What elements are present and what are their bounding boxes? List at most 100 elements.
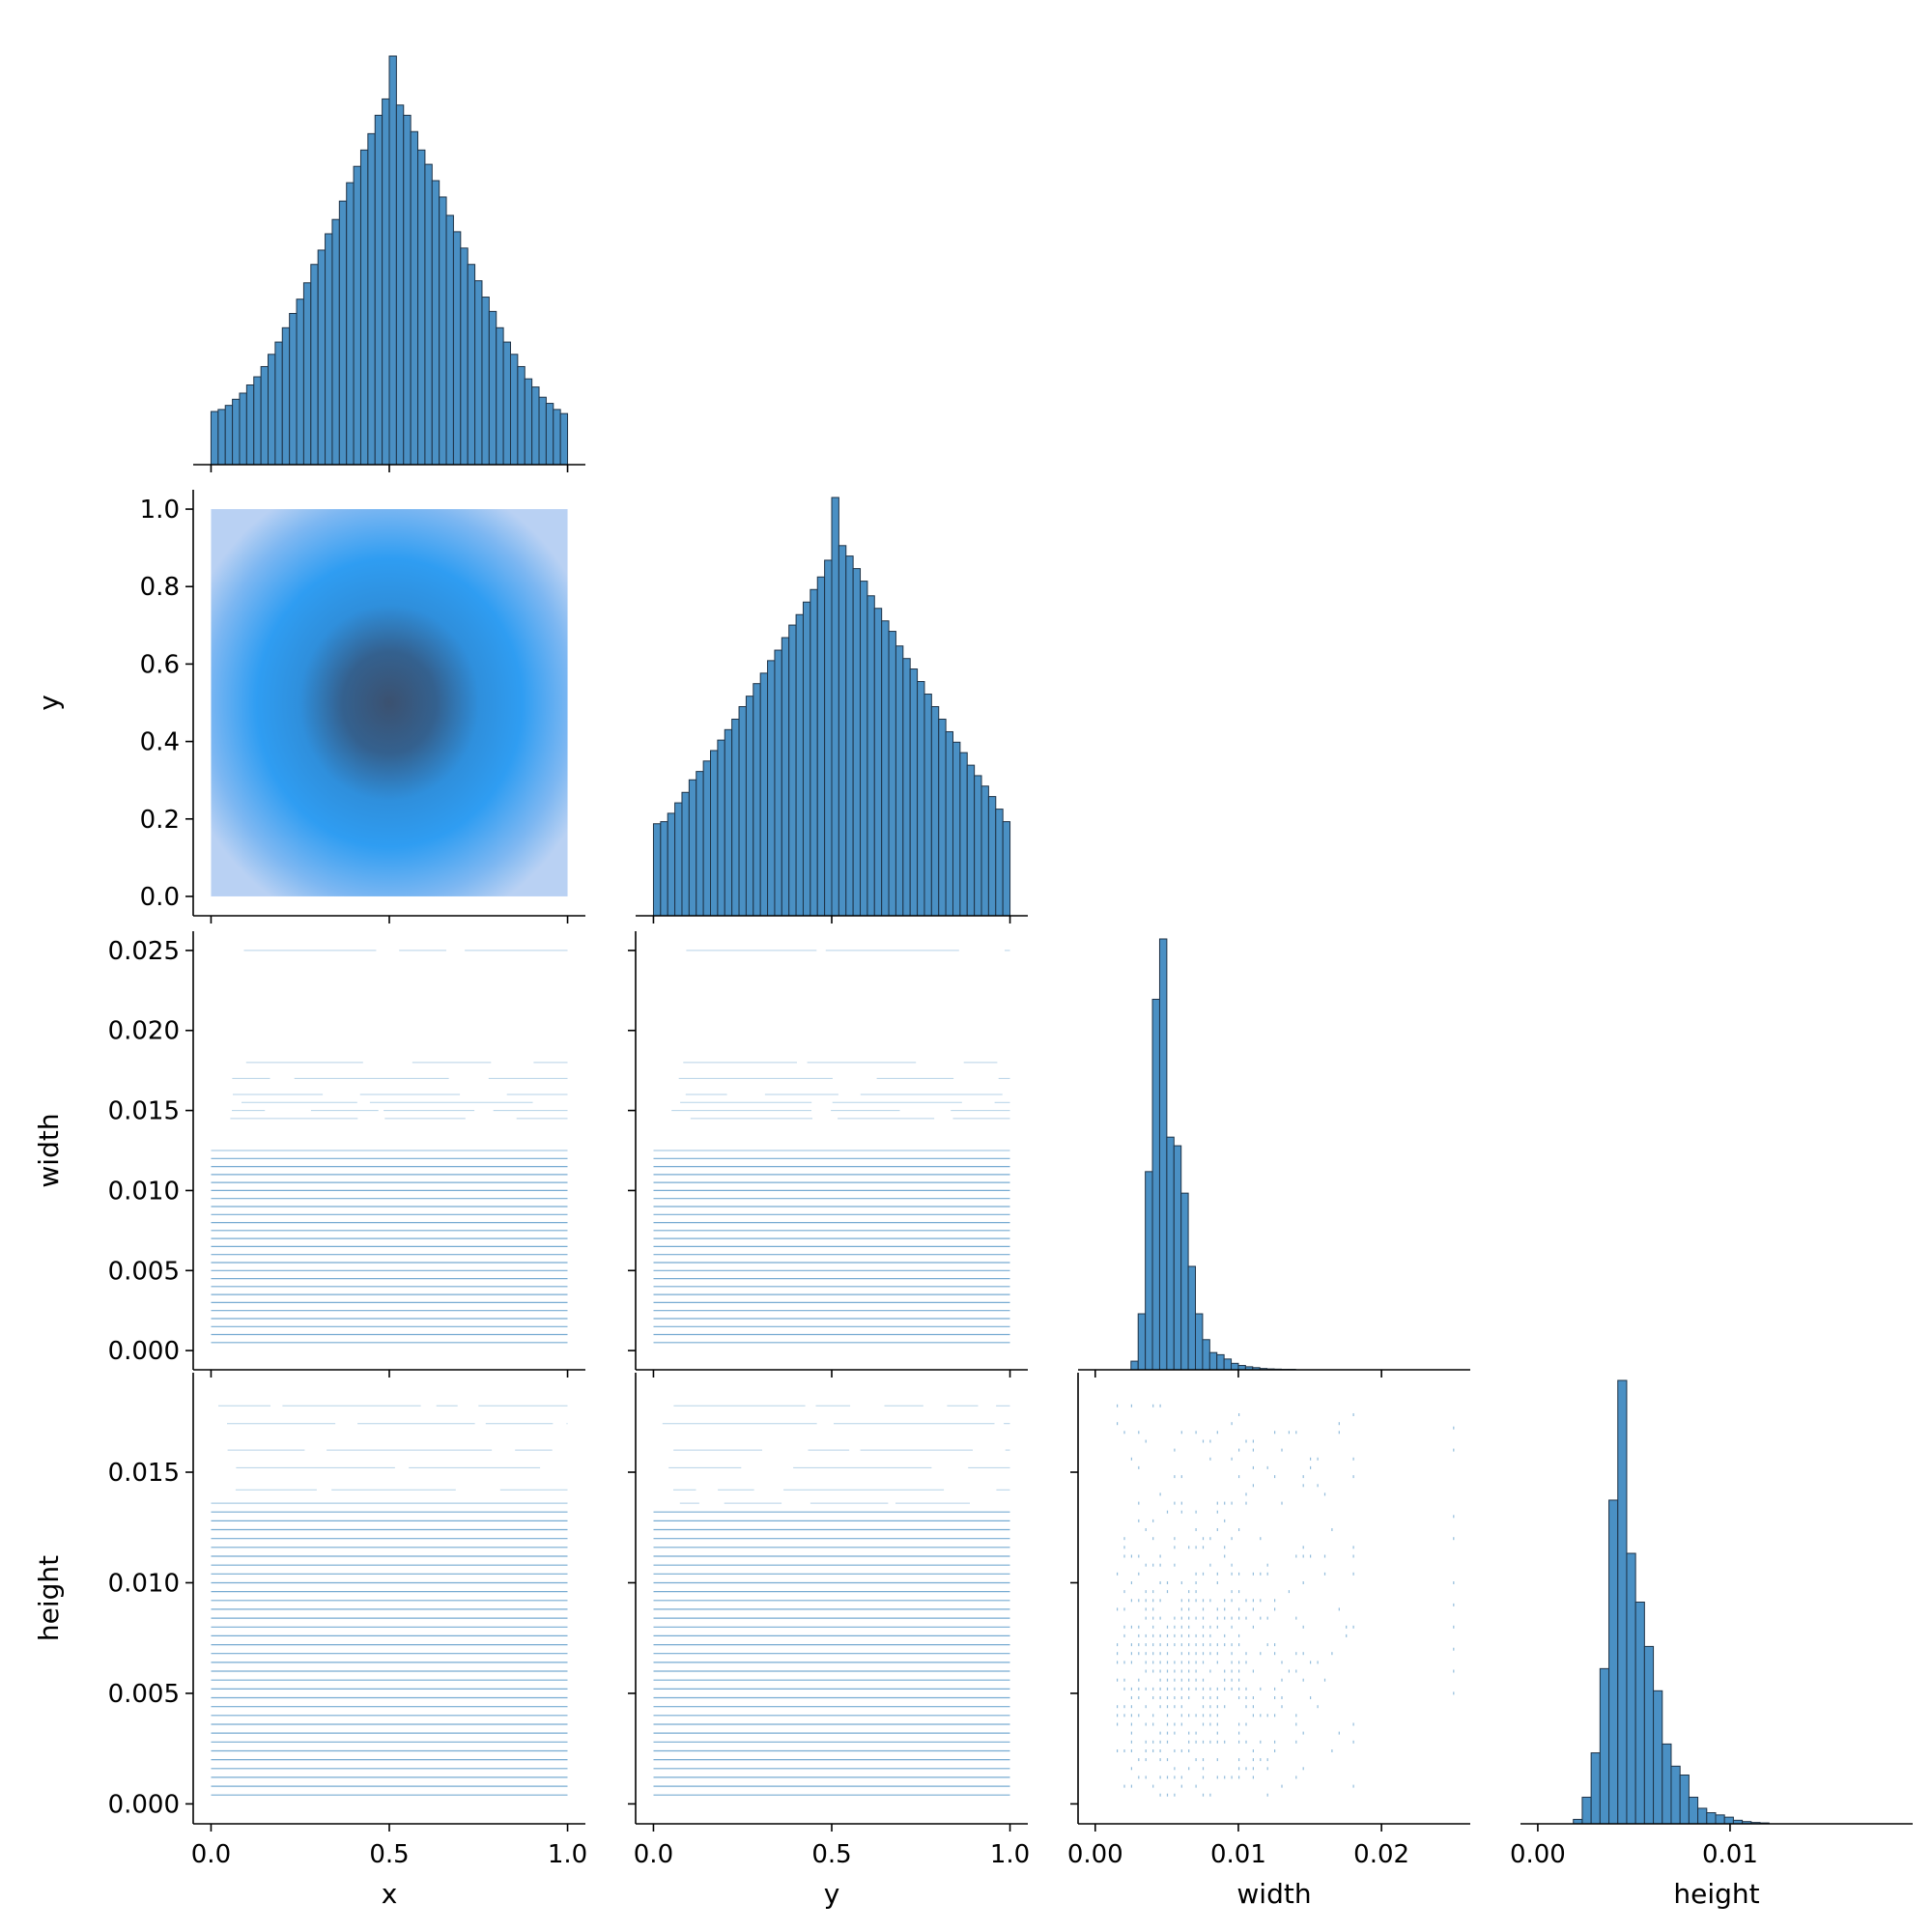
hist-bar-width-7 <box>1145 1171 1153 1371</box>
hist-bar-x-32 <box>439 196 447 466</box>
scatter-point <box>1195 1634 1197 1637</box>
scatter-point <box>1202 1687 1205 1690</box>
scatter-point <box>1252 1572 1254 1576</box>
scatter-point <box>1238 1687 1240 1690</box>
scatter-point <box>1159 1740 1161 1744</box>
scatter-point <box>1352 1475 1354 1479</box>
scatter-point <box>1188 1546 1190 1549</box>
scatter-point <box>1188 1678 1190 1682</box>
y-tick-label-y: 0.4 <box>140 728 180 757</box>
y-tick-label-height: 0.015 <box>108 1459 180 1488</box>
hist-bar-width-6 <box>1137 1313 1147 1371</box>
scatter-point <box>1202 1661 1205 1664</box>
density-field <box>211 509 568 896</box>
hist-bar-x-47 <box>545 403 554 466</box>
scatter-point <box>1266 1643 1268 1647</box>
scatter-point <box>1166 1510 1169 1514</box>
scatter-point <box>1117 1607 1119 1611</box>
scatter-point <box>1159 1599 1161 1603</box>
hist-y <box>652 497 1011 917</box>
scatter-point <box>1231 1563 1233 1567</box>
scatter-point <box>1252 1448 1254 1452</box>
scatter-point <box>1295 1616 1297 1620</box>
hist-bar-x-30 <box>424 163 433 466</box>
scatter-point <box>1117 1652 1119 1656</box>
scatter-point <box>1180 1652 1182 1656</box>
hist-bar-height-12 <box>1643 1645 1655 1825</box>
scatter-point <box>1331 1749 1333 1752</box>
scatter-point <box>1453 1537 1455 1541</box>
scatter-point <box>1274 1749 1276 1752</box>
scatter-point <box>1310 1465 1312 1469</box>
scatter-point <box>1117 1705 1119 1709</box>
scatter-point <box>1159 1793 1161 1797</box>
scatter-point <box>1152 1599 1154 1603</box>
scatter-height-vs-width <box>1117 1404 1455 1797</box>
hist-bar-height-11 <box>1634 1602 1645 1825</box>
scatter-point <box>1317 1457 1319 1461</box>
scatter-point <box>1152 1687 1154 1690</box>
scatter-point <box>1166 1661 1169 1664</box>
scatter-point <box>1346 1634 1348 1637</box>
scatter-point <box>1130 1784 1132 1788</box>
scatter-point <box>1202 1546 1205 1549</box>
scatter-point <box>1216 1776 1218 1779</box>
scatter-point <box>1180 1714 1182 1718</box>
scatter-point <box>1174 1643 1176 1647</box>
scatter-point <box>1180 1581 1182 1584</box>
hist-bar-x-23 <box>374 114 384 466</box>
hist-bar-y-11 <box>731 718 740 917</box>
y-axis-title-y: y <box>33 695 65 711</box>
scatter-point <box>1130 1687 1132 1690</box>
scatter-point <box>1209 1563 1211 1567</box>
scatter-point <box>1145 1634 1147 1637</box>
scatter-point <box>1266 1793 1268 1797</box>
scatter-point <box>1195 1581 1197 1584</box>
scatter-point <box>1174 1537 1176 1541</box>
scatter-point <box>1145 1740 1147 1744</box>
scatter-point <box>1338 1731 1340 1735</box>
scatter-point <box>1238 1731 1240 1735</box>
scatter-point <box>1130 1625 1132 1629</box>
scatter-point <box>1209 1669 1211 1673</box>
scatter-point <box>1123 1661 1125 1664</box>
hist-bar-y-29 <box>860 581 868 917</box>
scatter-point <box>1238 1634 1240 1637</box>
scatter-point <box>1252 1767 1254 1771</box>
scatter-point <box>1224 1519 1226 1522</box>
scatter-point <box>1216 1705 1218 1709</box>
scatter-point <box>1123 1431 1125 1435</box>
scatter-point <box>1274 1740 1276 1744</box>
hist-bar-height-19 <box>1706 1812 1717 1825</box>
scatter-point <box>1209 1457 1211 1461</box>
hist-bar-x-37 <box>474 280 483 466</box>
scatter-point <box>1231 1643 1233 1647</box>
scatter-point <box>1302 1581 1304 1584</box>
scatter-point <box>1338 1607 1340 1611</box>
hist-bar-x-39 <box>488 310 497 466</box>
scatter-point <box>1195 1599 1197 1603</box>
scatter-point <box>1202 1616 1205 1620</box>
hist-bar-y-16 <box>767 660 776 917</box>
scatter-point <box>1238 1475 1240 1479</box>
scatter-point <box>1180 1784 1182 1788</box>
scatter-point <box>1138 1572 1140 1576</box>
scatter-point <box>1302 1652 1304 1656</box>
scatter-point <box>1145 1652 1147 1656</box>
hist-bar-height-7 <box>1599 1667 1610 1825</box>
scatter-point <box>1224 1776 1226 1779</box>
scatter-point <box>1310 1554 1312 1558</box>
scatter-point <box>1224 1607 1226 1611</box>
scatter-point <box>1138 1625 1140 1629</box>
scatter-point <box>1260 1599 1262 1603</box>
scatter-point <box>1159 1554 1161 1558</box>
scatter-point <box>1352 1546 1354 1549</box>
hist-bar-height-18 <box>1697 1807 1708 1825</box>
hist-bar-width-8 <box>1151 998 1160 1371</box>
scatter-point <box>1266 1572 1268 1576</box>
scatter-point <box>1174 1625 1176 1629</box>
scatter-point <box>1159 1749 1161 1752</box>
scatter-point <box>1209 1687 1211 1690</box>
hist-bar-x-7 <box>260 365 270 466</box>
scatter-point <box>1166 1634 1169 1637</box>
